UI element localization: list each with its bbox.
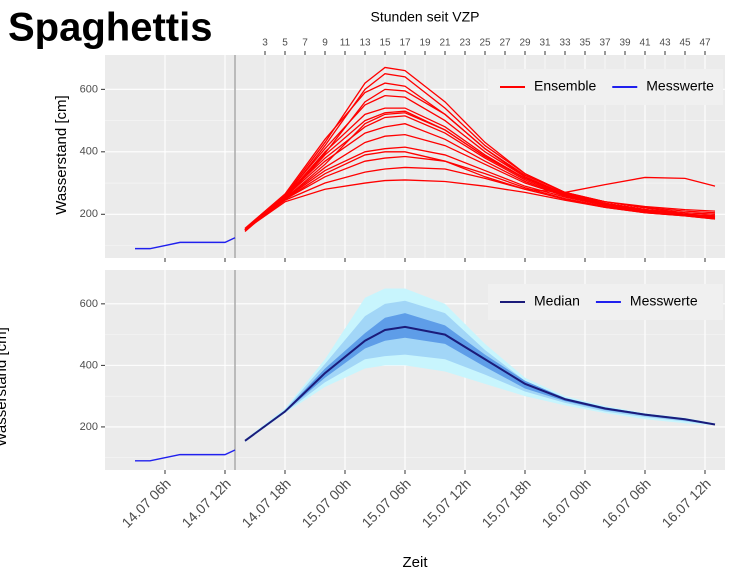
x2-tick-label: 21 xyxy=(439,38,451,49)
data-line xyxy=(244,179,716,231)
legend-label: Ensemble xyxy=(534,78,596,94)
x2-tick-label: 27 xyxy=(499,38,511,49)
x-tick-label: 15.07 00h xyxy=(298,475,353,530)
x2-tick-label: 3 xyxy=(262,38,268,49)
y-axis-label: Wasserstand [cm] xyxy=(0,327,10,446)
x2-tick-label: 17 xyxy=(399,38,411,49)
x2-tick-label: 25 xyxy=(479,38,491,49)
data-line xyxy=(244,146,716,231)
x2-tick-label: 37 xyxy=(599,38,611,49)
data-line xyxy=(135,449,236,462)
x2-tick-label: 9 xyxy=(322,38,328,49)
y-tick-label: 400 xyxy=(80,359,98,371)
legend: Median Messwerte xyxy=(488,284,723,320)
y-tick-label: 400 xyxy=(80,146,98,158)
x2-tick-label: 11 xyxy=(340,38,351,49)
x2-tick-label: 23 xyxy=(459,38,471,49)
data-line xyxy=(244,325,716,442)
plot-layer: 3 5 7 9 11 13 15 17 19 21 23 25 27 29 31 33 35 37 39 41 43 45… xyxy=(8,6,725,531)
x2-tick-label: 35 xyxy=(579,38,591,49)
x-tick-label: 16.07 06h xyxy=(598,475,653,530)
chart-title: Spaghettis xyxy=(8,6,212,50)
data-line xyxy=(244,151,716,231)
data-line xyxy=(135,237,236,250)
y-tick-label: 200 xyxy=(80,208,98,220)
x-tick-label: 15.07 06h xyxy=(358,475,413,530)
x-tick-label: 16.07 00h xyxy=(538,475,593,530)
x2-tick-label: 43 xyxy=(659,38,671,49)
x2-tick-label: 45 xyxy=(679,38,691,49)
x-tick-label: 14.07 12h xyxy=(178,475,233,530)
x-tick-label: 15.07 12h xyxy=(418,475,473,530)
x-tick-label: 16.07 12h xyxy=(658,475,713,530)
x2-tick-label: 29 xyxy=(519,38,531,49)
x-tick-label: 14.07 18h xyxy=(238,475,293,530)
data-line xyxy=(244,112,716,231)
legend-background xyxy=(488,69,723,105)
legend-label: Messwerte xyxy=(646,78,714,94)
data-line xyxy=(244,88,716,231)
y-tick-label: 200 xyxy=(80,421,98,433)
x2-tick-label: 5 xyxy=(282,38,288,49)
x2-tick-label: 47 xyxy=(699,38,711,49)
x2-tick-label: 39 xyxy=(619,38,631,49)
x2-tick-label: 13 xyxy=(359,38,371,49)
x2-tick-label: 33 xyxy=(559,38,571,49)
x2-tick-label: 41 xyxy=(639,38,651,49)
y-axis-label: Wasserstand [cm] xyxy=(53,95,70,214)
x-tick-label: 14.07 06h xyxy=(118,475,173,530)
x2-tick-label: 19 xyxy=(419,38,431,49)
y-tick-label: 600 xyxy=(80,298,98,310)
x2-axis-label: Stunden seit VZP xyxy=(371,9,480,25)
legend: Ensemble Messwerte xyxy=(488,69,723,105)
x-axis-label: Zeit xyxy=(402,554,428,571)
x-tick-label: 15.07 18h xyxy=(478,475,533,530)
legend-label: Median xyxy=(534,293,580,309)
data-line xyxy=(244,155,716,231)
legend-label: Messwerte xyxy=(630,293,698,309)
y-tick-label: 600 xyxy=(80,83,98,95)
x2-tick-label: 31 xyxy=(539,38,551,49)
x2-tick-label: 7 xyxy=(302,38,308,49)
x2-tick-label: 15 xyxy=(379,38,391,49)
band xyxy=(245,313,715,442)
